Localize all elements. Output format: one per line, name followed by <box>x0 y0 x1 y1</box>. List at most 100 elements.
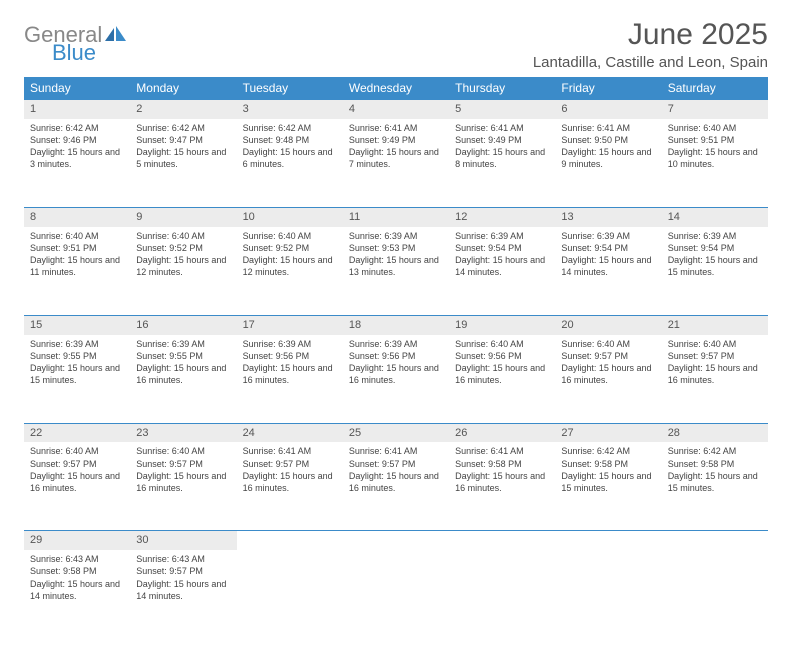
day-number: 12 <box>449 207 555 226</box>
day-cell: Sunrise: 6:39 AMSunset: 9:53 PMDaylight:… <box>343 227 449 316</box>
weekday-header: Friday <box>555 77 661 100</box>
day-cell: Sunrise: 6:40 AMSunset: 9:56 PMDaylight:… <box>449 335 555 424</box>
daylight-line: Daylight: 15 hours and 7 minutes. <box>349 146 443 170</box>
sunrise-line: Sunrise: 6:39 AM <box>561 230 655 242</box>
day-content-row: Sunrise: 6:39 AMSunset: 9:55 PMDaylight:… <box>24 335 768 424</box>
location-text: Lantadilla, Castille and Leon, Spain <box>533 54 768 71</box>
day-number: 24 <box>237 423 343 442</box>
day-number: 11 <box>343 207 449 226</box>
day-cell-content: Sunrise: 6:40 AMSunset: 9:57 PMDaylight:… <box>24 442 130 500</box>
sunrise-line: Sunrise: 6:42 AM <box>243 122 337 134</box>
daylight-line: Daylight: 15 hours and 10 minutes. <box>668 146 762 170</box>
sunrise-line: Sunrise: 6:40 AM <box>136 230 230 242</box>
daylight-line: Daylight: 15 hours and 13 minutes. <box>349 254 443 278</box>
logo: General Blue <box>24 24 127 64</box>
sunrise-line: Sunrise: 6:39 AM <box>455 230 549 242</box>
empty-day-header <box>555 531 661 550</box>
day-cell: Sunrise: 6:41 AMSunset: 9:49 PMDaylight:… <box>343 119 449 208</box>
daylight-line: Daylight: 15 hours and 16 minutes. <box>349 362 443 386</box>
sunset-line: Sunset: 9:57 PM <box>136 458 230 470</box>
daylight-line: Daylight: 15 hours and 14 minutes. <box>136 578 230 602</box>
day-number: 23 <box>130 423 236 442</box>
day-number: 14 <box>662 207 768 226</box>
day-number: 15 <box>24 315 130 334</box>
day-number: 7 <box>662 100 768 119</box>
sunrise-line: Sunrise: 6:39 AM <box>243 338 337 350</box>
logo-text-blue: Blue <box>52 42 127 64</box>
empty-day-cell <box>449 550 555 638</box>
sunset-line: Sunset: 9:50 PM <box>561 134 655 146</box>
sunset-line: Sunset: 9:46 PM <box>30 134 124 146</box>
sunset-line: Sunset: 9:56 PM <box>243 350 337 362</box>
day-number: 22 <box>24 423 130 442</box>
day-cell-content: Sunrise: 6:39 AMSunset: 9:56 PMDaylight:… <box>343 335 449 393</box>
daylight-line: Daylight: 15 hours and 16 minutes. <box>668 362 762 386</box>
empty-day-cell <box>555 550 661 638</box>
day-cell-content: Sunrise: 6:39 AMSunset: 9:56 PMDaylight:… <box>237 335 343 393</box>
empty-day-header <box>662 531 768 550</box>
day-content-row: Sunrise: 6:40 AMSunset: 9:57 PMDaylight:… <box>24 442 768 531</box>
day-cell: Sunrise: 6:39 AMSunset: 9:54 PMDaylight:… <box>449 227 555 316</box>
sunrise-line: Sunrise: 6:41 AM <box>349 122 443 134</box>
weekday-header: Saturday <box>662 77 768 100</box>
sunrise-line: Sunrise: 6:41 AM <box>561 122 655 134</box>
sunrise-line: Sunrise: 6:39 AM <box>30 338 124 350</box>
day-number: 19 <box>449 315 555 334</box>
day-cell: Sunrise: 6:40 AMSunset: 9:52 PMDaylight:… <box>130 227 236 316</box>
day-number: 3 <box>237 100 343 119</box>
day-cell: Sunrise: 6:42 AMSunset: 9:48 PMDaylight:… <box>237 119 343 208</box>
daylight-line: Daylight: 15 hours and 15 minutes. <box>30 362 124 386</box>
daylight-line: Daylight: 15 hours and 14 minutes. <box>30 578 124 602</box>
weekday-header: Sunday <box>24 77 130 100</box>
sunset-line: Sunset: 9:57 PM <box>243 458 337 470</box>
day-number: 6 <box>555 100 661 119</box>
sunrise-line: Sunrise: 6:43 AM <box>30 553 124 565</box>
day-cell: Sunrise: 6:40 AMSunset: 9:52 PMDaylight:… <box>237 227 343 316</box>
day-number: 13 <box>555 207 661 226</box>
sunrise-line: Sunrise: 6:40 AM <box>30 230 124 242</box>
day-content-row: Sunrise: 6:43 AMSunset: 9:58 PMDaylight:… <box>24 550 768 638</box>
day-cell: Sunrise: 6:39 AMSunset: 9:54 PMDaylight:… <box>555 227 661 316</box>
day-cell-content: Sunrise: 6:40 AMSunset: 9:51 PMDaylight:… <box>24 227 130 285</box>
sunset-line: Sunset: 9:57 PM <box>30 458 124 470</box>
calendar-body: 1234567Sunrise: 6:42 AMSunset: 9:46 PMDa… <box>24 100 768 639</box>
day-cell: Sunrise: 6:41 AMSunset: 9:58 PMDaylight:… <box>449 442 555 531</box>
sunset-line: Sunset: 9:56 PM <box>455 350 549 362</box>
day-number: 16 <box>130 315 236 334</box>
daylight-line: Daylight: 15 hours and 14 minutes. <box>455 254 549 278</box>
daylight-line: Daylight: 15 hours and 8 minutes. <box>455 146 549 170</box>
sunrise-line: Sunrise: 6:40 AM <box>243 230 337 242</box>
daylight-line: Daylight: 15 hours and 15 minutes. <box>561 470 655 494</box>
daylight-line: Daylight: 15 hours and 15 minutes. <box>668 254 762 278</box>
sunrise-line: Sunrise: 6:39 AM <box>136 338 230 350</box>
day-cell-content: Sunrise: 6:40 AMSunset: 9:56 PMDaylight:… <box>449 335 555 393</box>
day-number: 2 <box>130 100 236 119</box>
day-cell-content: Sunrise: 6:41 AMSunset: 9:58 PMDaylight:… <box>449 442 555 500</box>
sunrise-line: Sunrise: 6:42 AM <box>668 445 762 457</box>
daylight-line: Daylight: 15 hours and 16 minutes. <box>243 470 337 494</box>
weekday-header: Thursday <box>449 77 555 100</box>
sunset-line: Sunset: 9:57 PM <box>668 350 762 362</box>
day-number: 17 <box>237 315 343 334</box>
daylight-line: Daylight: 15 hours and 16 minutes. <box>455 362 549 386</box>
daylight-line: Daylight: 15 hours and 16 minutes. <box>455 470 549 494</box>
sunset-line: Sunset: 9:49 PM <box>349 134 443 146</box>
day-number: 29 <box>24 531 130 550</box>
day-number-row: 15161718192021 <box>24 315 768 334</box>
day-cell-content: Sunrise: 6:41 AMSunset: 9:57 PMDaylight:… <box>343 442 449 500</box>
daylight-line: Daylight: 15 hours and 11 minutes. <box>30 254 124 278</box>
sunrise-line: Sunrise: 6:42 AM <box>561 445 655 457</box>
sunset-line: Sunset: 9:55 PM <box>136 350 230 362</box>
day-cell-content: Sunrise: 6:42 AMSunset: 9:58 PMDaylight:… <box>555 442 661 500</box>
empty-day-cell <box>343 550 449 638</box>
month-title: June 2025 <box>533 18 768 52</box>
day-cell-content: Sunrise: 6:40 AMSunset: 9:51 PMDaylight:… <box>662 119 768 177</box>
day-cell-content: Sunrise: 6:40 AMSunset: 9:52 PMDaylight:… <box>237 227 343 285</box>
weekday-header: Monday <box>130 77 236 100</box>
day-number: 21 <box>662 315 768 334</box>
weekday-header: Tuesday <box>237 77 343 100</box>
sunrise-line: Sunrise: 6:39 AM <box>668 230 762 242</box>
sunset-line: Sunset: 9:57 PM <box>349 458 443 470</box>
day-cell: Sunrise: 6:39 AMSunset: 9:55 PMDaylight:… <box>130 335 236 424</box>
sunset-line: Sunset: 9:56 PM <box>349 350 443 362</box>
